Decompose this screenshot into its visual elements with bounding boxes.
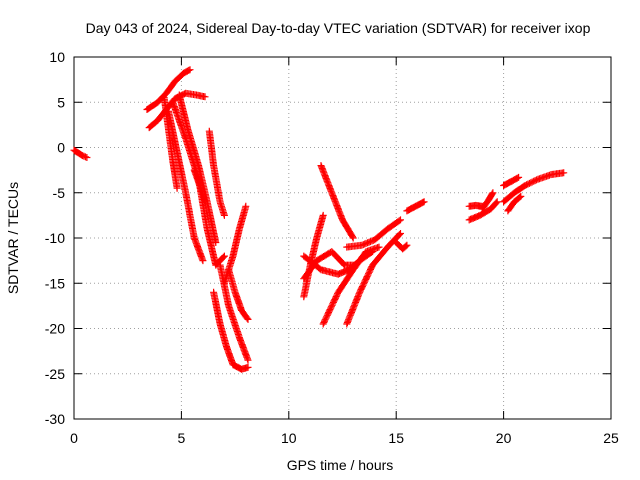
- marker-trail: [465, 198, 501, 224]
- marker-trail: [317, 162, 357, 242]
- marker-trail: [403, 198, 428, 215]
- y-tick-label: -25: [45, 366, 65, 382]
- marker-trail: [343, 230, 404, 328]
- series-track-08: [205, 127, 228, 219]
- series-track-17: [319, 243, 383, 328]
- marker-trail: [205, 127, 228, 219]
- y-tick-label: -15: [45, 275, 65, 291]
- series-track-21: [403, 198, 428, 215]
- x-tick-label: 10: [281, 430, 297, 446]
- series-track-18: [343, 230, 404, 328]
- grid: [74, 57, 611, 419]
- y-axis-title: SDTVAR / TECUs: [5, 182, 21, 294]
- series-track-13: [225, 266, 252, 323]
- series-track-28: [504, 192, 525, 215]
- marker-trail: [160, 94, 181, 192]
- series-track-02: [143, 66, 194, 113]
- chart-title: Day 043 of 2024, Sidereal Day-to-day VTE…: [86, 20, 591, 36]
- marker-trail: [319, 243, 383, 328]
- marker-trail: [210, 288, 252, 373]
- x-tick-label: 15: [388, 430, 404, 446]
- y-tick-label: -30: [45, 411, 65, 427]
- marker-trail: [70, 146, 91, 161]
- series-track-24: [465, 198, 501, 224]
- marker-trail: [143, 66, 194, 113]
- marker-trail: [504, 192, 525, 215]
- series-track-20: [343, 216, 404, 251]
- x-tick-label: 25: [603, 430, 619, 446]
- marker-trail: [190, 166, 209, 206]
- series-track-25: [478, 189, 497, 213]
- series-track-01: [70, 146, 91, 161]
- marker-trail: [300, 248, 357, 283]
- x-axis: 0 5 10 15 20 25: [70, 57, 619, 446]
- y-tick-label: 5: [57, 94, 65, 110]
- y-tick-label: -20: [45, 321, 65, 337]
- marker-trail: [500, 173, 523, 189]
- x-tick-label: 5: [178, 430, 186, 446]
- x-tick-label: 20: [496, 430, 512, 446]
- series-track-15: [317, 162, 357, 242]
- series-track-27: [500, 173, 523, 189]
- x-axis-title: GPS time / hours: [287, 457, 394, 473]
- y-tick-label: 0: [57, 140, 65, 156]
- series-track-10: [210, 288, 252, 373]
- series-track-22: [392, 239, 411, 253]
- y-tick-label: -10: [45, 230, 65, 246]
- series-track-19: [300, 248, 357, 283]
- marker-trail: [165, 107, 207, 265]
- series-track-26: [500, 169, 568, 206]
- y-tick-label: -5: [53, 185, 66, 201]
- series-track-05: [165, 107, 207, 265]
- series-track-09: [190, 166, 209, 206]
- x-tick-label: 0: [70, 430, 78, 446]
- marker-trail: [392, 239, 411, 253]
- y-tick-label: 10: [49, 49, 65, 65]
- marker-trail: [343, 216, 404, 251]
- series-track-07: [160, 94, 181, 192]
- data-markers: [70, 66, 568, 373]
- marker-trail: [500, 169, 568, 206]
- marker-trail: [478, 189, 497, 213]
- marker-trail: [225, 266, 252, 323]
